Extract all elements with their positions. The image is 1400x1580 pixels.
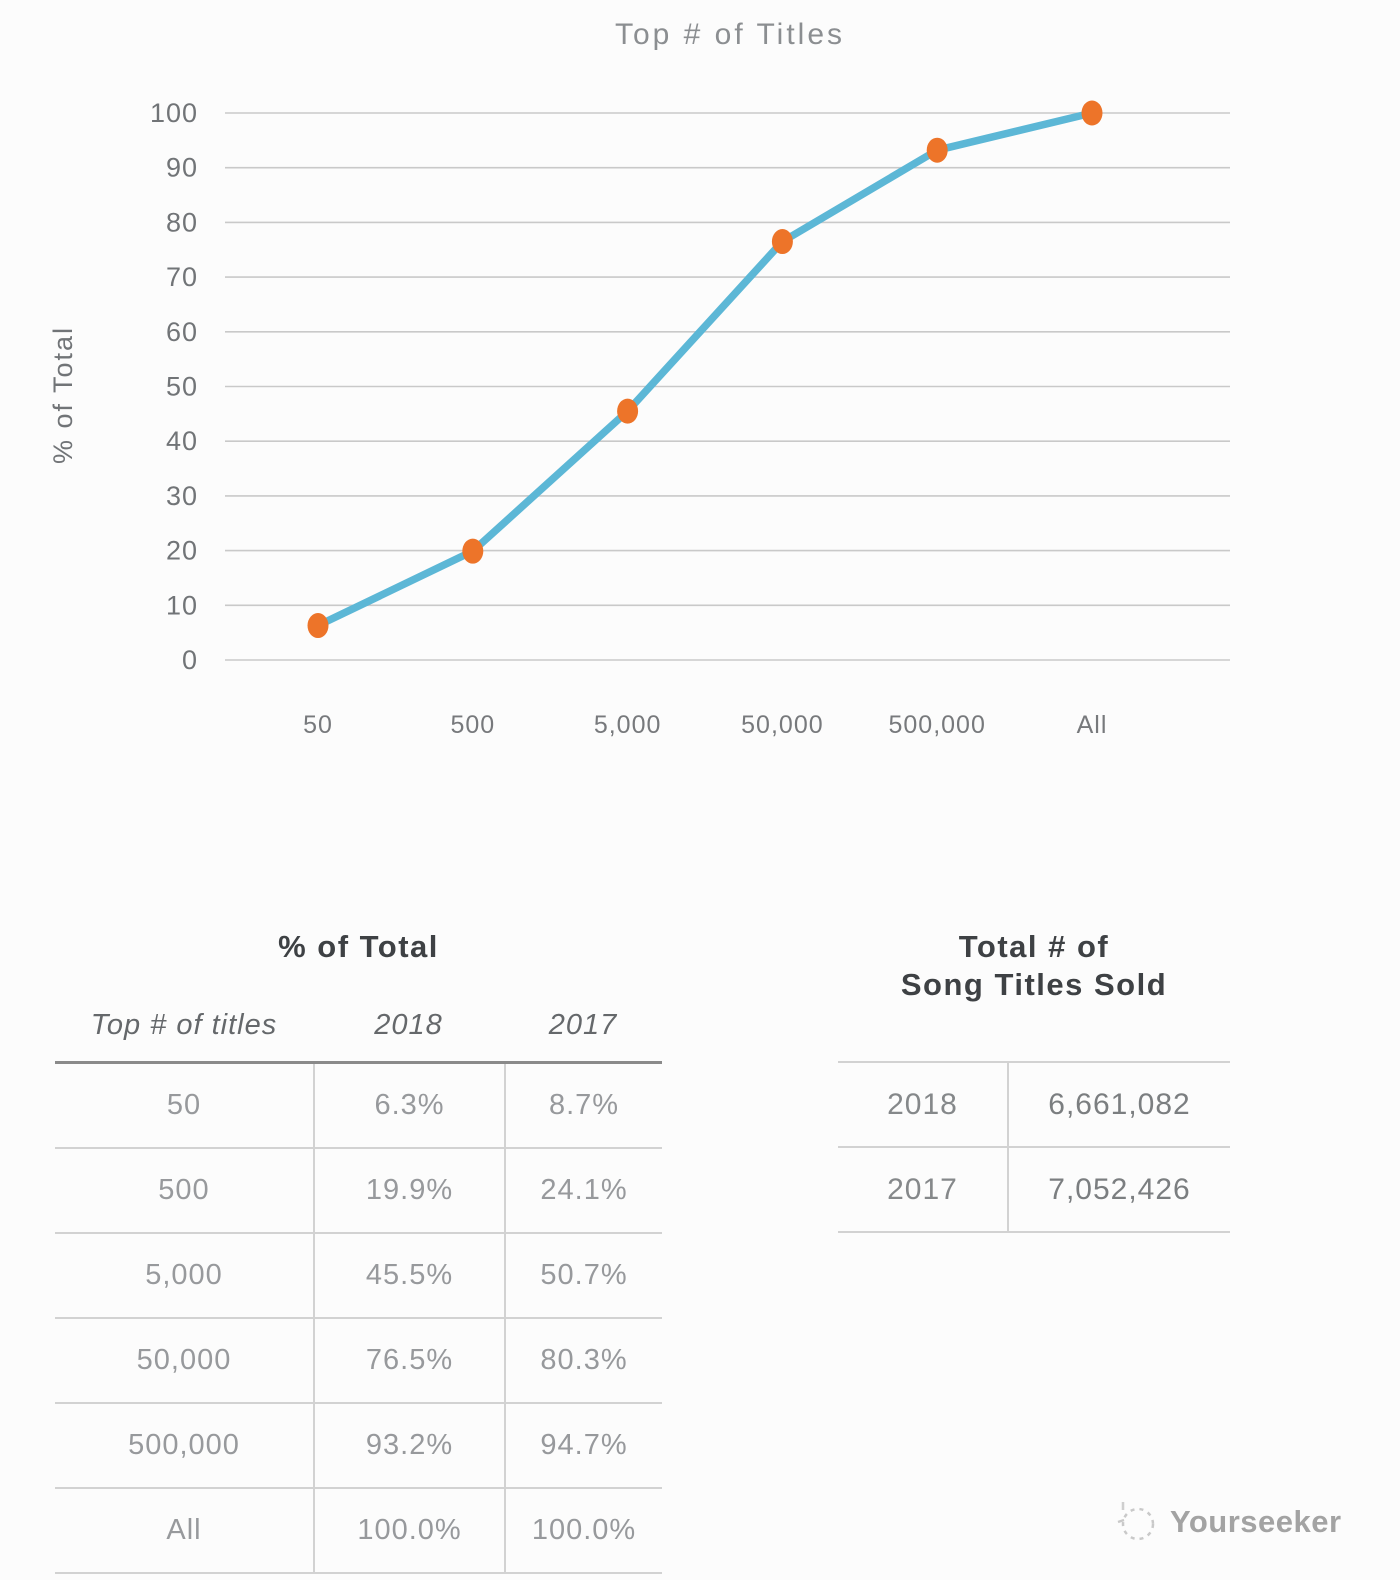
- data-point-marker: [771, 229, 793, 255]
- y-tick-label: 20: [166, 536, 198, 566]
- data-point-marker: [926, 137, 948, 163]
- year-label: 2018: [887, 1087, 958, 1121]
- right-table-title-line2: Song Titles Sold: [900, 967, 1168, 1002]
- x-tick-label: 500: [450, 711, 495, 739]
- column-header-2018: 2018: [374, 1008, 443, 1041]
- y-tick-label: 90: [166, 153, 198, 183]
- table-row: 500,000 93.2% 94.7%: [55, 1404, 662, 1489]
- y-axis-title: % of Total: [48, 326, 78, 464]
- value-2018: 93.2%: [313, 1404, 504, 1487]
- right-table-title-line1: Total # of: [958, 929, 1110, 964]
- x-tick-label: All: [1077, 711, 1108, 739]
- table-row: 2017 7,052,426: [838, 1148, 1230, 1233]
- value-2017: 8.7%: [504, 1064, 662, 1147]
- y-tick-label: 60: [166, 317, 198, 347]
- row-label: All: [166, 1514, 202, 1546]
- titles-sold-value: 7,052,426: [1007, 1148, 1230, 1231]
- y-tick-label: 80: [166, 207, 198, 237]
- value-2017: 50.7%: [504, 1234, 662, 1317]
- left-table-header-row: Top # of titles 2018 2017: [55, 998, 662, 1052]
- data-point-marker: [307, 613, 329, 639]
- year-label: 2017: [887, 1172, 958, 1206]
- column-header-top-number-of-titles: Top # of titles: [90, 1008, 278, 1041]
- left-table-title: % of Total: [278, 929, 439, 964]
- right-table-title: Total # of Song Titles Sold: [838, 928, 1230, 1004]
- data-point-marker: [462, 538, 484, 564]
- column-header-2017: 2017: [548, 1008, 618, 1041]
- yourseeker-logo-icon: [1117, 1502, 1155, 1541]
- y-tick-label: 0: [182, 645, 198, 675]
- chart-title: Top # of Titles: [614, 18, 846, 51]
- row-label: 500,000: [128, 1429, 240, 1461]
- percent-of-total-table: 50 6.3% 8.7% 500 19.9% 24.1% 5,000 45.5%…: [55, 1061, 662, 1574]
- data-point-marker: [1081, 100, 1103, 126]
- row-label: 50: [166, 1089, 202, 1121]
- y-tick-label: 40: [166, 426, 198, 456]
- y-tick-label: 30: [166, 481, 198, 511]
- value-2017: 94.7%: [504, 1404, 662, 1487]
- x-tick-label: 5,000: [594, 711, 662, 739]
- value-2017: 100.0%: [504, 1489, 662, 1572]
- y-tick-label: 50: [166, 372, 198, 402]
- watermark-text: Yourseeker: [1170, 1504, 1342, 1539]
- watermark: Yourseeker: [1112, 1498, 1342, 1546]
- value-2018: 100.0%: [313, 1489, 504, 1572]
- y-tick-label: 10: [166, 590, 198, 620]
- value-2018: 19.9%: [313, 1149, 504, 1232]
- x-tick-label: 50: [303, 711, 333, 739]
- value-2018: 6.3%: [313, 1064, 504, 1147]
- series-line-2018: [314, 109, 1096, 630]
- song-titles-sold-table: 2018 6,661,082 2017 7,052,426: [838, 1061, 1230, 1233]
- x-tick-label: 50,000: [741, 711, 823, 739]
- table-row: 50,000 76.5% 80.3%: [55, 1319, 662, 1404]
- table-row: 500 19.9% 24.1%: [55, 1149, 662, 1234]
- value-2017: 24.1%: [504, 1149, 662, 1232]
- table-row: 50 6.3% 8.7%: [55, 1064, 662, 1149]
- row-label: 500: [158, 1174, 210, 1206]
- table-row: 5,000 45.5% 50.7%: [55, 1234, 662, 1319]
- x-tick-label: 500,000: [889, 711, 986, 739]
- y-tick-label: 100: [150, 98, 198, 128]
- titles-sold-value: 6,661,082: [1007, 1063, 1230, 1146]
- table-row: All 100.0% 100.0%: [55, 1489, 662, 1574]
- table-row: 2018 6,661,082: [838, 1063, 1230, 1148]
- row-label: 50,000: [136, 1344, 232, 1376]
- data-point-marker: [617, 398, 639, 424]
- value-2017: 80.3%: [504, 1319, 662, 1402]
- row-label: 5,000: [145, 1259, 223, 1291]
- line-chart: 0 10 20 30 40 50 60 70 80 90 100 50 500 5,000 50,000 50…: [48, 98, 1230, 739]
- y-tick-label: 70: [166, 262, 198, 292]
- value-2018: 45.5%: [313, 1234, 504, 1317]
- value-2018: 76.5%: [313, 1319, 504, 1402]
